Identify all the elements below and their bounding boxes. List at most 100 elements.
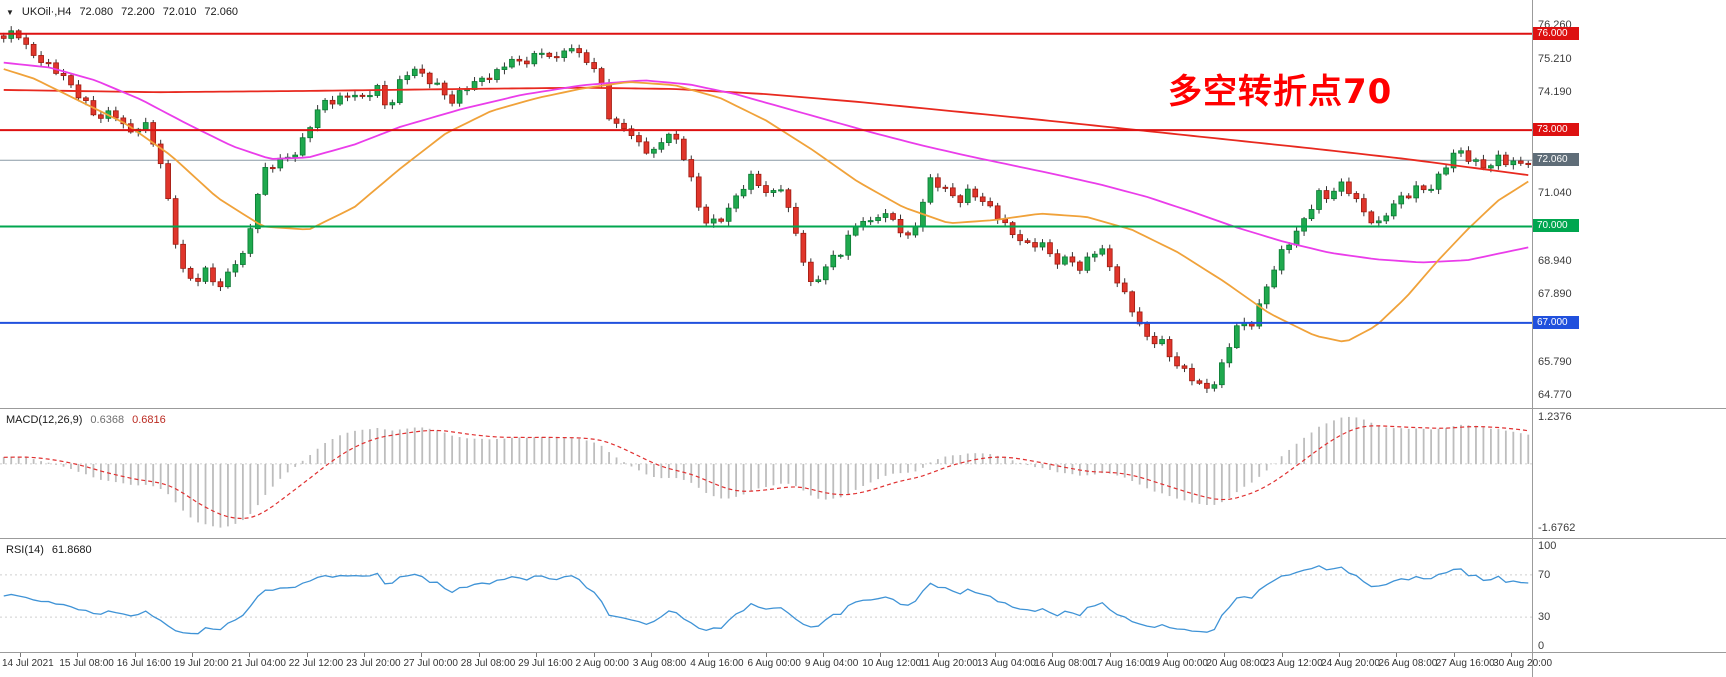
date-axis-tick xyxy=(650,653,652,657)
ohlc-high-value: 72.200 xyxy=(121,6,155,18)
price-badge-76.000[interactable]: 76.000 xyxy=(1533,26,1579,40)
ohlc-open-value: 72.080 xyxy=(79,6,114,18)
ohlc-low-value: 72.010 xyxy=(162,6,197,18)
date-axis-label: 14 Jul 2021 xyxy=(2,658,54,669)
date-axis-label: 19 Jul 20:00 xyxy=(174,658,229,669)
price-tick-label: 64.770 xyxy=(1538,388,1572,401)
date-axis-tick xyxy=(134,653,136,657)
rsi-tick-label: 100 xyxy=(1538,540,1557,552)
date-axis-label: 6 Aug 00:00 xyxy=(747,658,801,669)
rsi-header: RSI(14) 61.8680 xyxy=(6,544,92,556)
date-axis-tick xyxy=(822,653,824,657)
rsi-label: RSI(14) xyxy=(6,544,44,556)
date-axis-tick xyxy=(364,653,366,657)
price-badge-73.000[interactable]: 73.000 xyxy=(1533,123,1579,137)
ma-slow-red[interactable] xyxy=(3,86,1529,176)
date-axis-tick xyxy=(20,653,21,657)
date-axis-label: 27 Jul 00:00 xyxy=(403,658,458,669)
date-axis-tick xyxy=(937,653,939,657)
date-axis-tick xyxy=(478,653,480,657)
panel-separator[interactable] xyxy=(0,538,1726,539)
price-badge-67.000[interactable]: 67.000 xyxy=(1533,315,1579,329)
date-axis-label: 24 Aug 20:00 xyxy=(1321,658,1380,669)
macd-tick-label: -1.6762 xyxy=(1538,521,1576,534)
date-axis-tick xyxy=(1511,653,1513,657)
date-axis-tick xyxy=(994,653,996,657)
rsi-tick-label: 70 xyxy=(1538,568,1551,581)
rsi-tick-label: 30 xyxy=(1538,611,1551,624)
date-axis-tick xyxy=(1339,653,1341,657)
date-axis-label: 15 Jul 08:00 xyxy=(59,658,114,669)
date-axis-label: 29 Jul 16:00 xyxy=(518,658,573,669)
ma-medium-magenta[interactable] xyxy=(3,61,1529,264)
date-axis-label: 21 Jul 04:00 xyxy=(231,658,286,669)
date-axis-tick xyxy=(880,653,882,657)
rsi-tick-label: 0 xyxy=(1538,640,1545,652)
date-axis-label: 26 Aug 08:00 xyxy=(1378,658,1438,669)
date-axis-tick xyxy=(192,653,194,657)
panel-separator[interactable] xyxy=(0,408,1726,409)
ohlc-close-value: 72.060 xyxy=(204,6,239,18)
date-axis-label: 11 Aug 20:00 xyxy=(919,658,978,669)
date-axis-tick xyxy=(1224,653,1226,657)
date-axis-tick xyxy=(536,653,538,657)
price-tick-label: 67.890 xyxy=(1538,288,1572,301)
date-axis-label: 23 Jul 20:00 xyxy=(346,658,401,669)
date-axis-label: 17 Aug 16:00 xyxy=(1091,658,1151,669)
macd-signal-line xyxy=(3,425,1529,520)
date-axis-tick xyxy=(593,653,595,657)
date-axis-tick xyxy=(1167,653,1168,657)
date-axis-label: 13 Aug 04:00 xyxy=(976,658,1036,669)
price-axis-line xyxy=(1532,0,1533,677)
price-badge-72.060[interactable]: 72.060 xyxy=(1533,153,1579,167)
date-axis-label: 30 Aug 20:00 xyxy=(1493,658,1553,669)
date-axis-label: 27 Aug 16:00 xyxy=(1435,658,1495,669)
ohlc-header: ▼ UKOil·,H4 72.080 72.200 72.010 72.060 xyxy=(6,6,238,18)
chevron-down-icon[interactable]: ▼ xyxy=(6,7,14,17)
date-axis-tick xyxy=(765,653,767,657)
macd-header: MACD(12,26,9) 0.6368 0.6816 xyxy=(6,414,166,426)
panel-separator xyxy=(0,652,1726,653)
price-chart-canvas[interactable] xyxy=(0,0,1532,408)
macd-chart-canvas[interactable] xyxy=(0,410,1532,538)
date-axis-label: 2 Aug 00:00 xyxy=(575,658,629,669)
trend-annotation-text: 多空转折点70 xyxy=(1168,72,1393,112)
rsi-value: 61.8680 xyxy=(51,544,92,556)
date-axis-tick xyxy=(1052,653,1054,657)
date-axis-tick xyxy=(249,653,251,657)
rsi-chart-canvas[interactable] xyxy=(0,540,1532,652)
date-axis-tick xyxy=(306,653,308,657)
date-axis-label: 16 Jul 16:00 xyxy=(116,658,172,669)
date-axis-tick xyxy=(421,653,423,657)
price-tick-label: 74.190 xyxy=(1538,85,1572,98)
ma-fast-orange[interactable] xyxy=(3,68,1529,343)
date-axis-tick xyxy=(1396,653,1398,657)
price-tick-label: 65.790 xyxy=(1538,355,1572,368)
price-tick-label: 68.940 xyxy=(1538,254,1572,267)
date-axis-label: 23 Aug 12:00 xyxy=(1263,658,1323,669)
date-axis-label: 22 Jul 12:00 xyxy=(288,658,344,669)
date-axis-tick xyxy=(1109,653,1111,657)
date-axis-tick xyxy=(708,653,710,657)
date-axis-label: 3 Aug 08:00 xyxy=(632,658,687,669)
macd-histogram xyxy=(2,416,1530,528)
macd-main-value: 0.6368 xyxy=(90,414,125,426)
date-axis-label: 4 Aug 16:00 xyxy=(690,658,744,669)
date-axis-label: 16 Aug 08:00 xyxy=(1034,658,1094,669)
date-axis-label: 19 Aug 00:00 xyxy=(1149,658,1208,669)
date-axis-tick xyxy=(77,653,79,657)
rsi-line xyxy=(3,565,1529,635)
macd-signal-value: 0.6816 xyxy=(132,414,166,426)
date-axis-label: 20 Aug 08:00 xyxy=(1206,658,1266,669)
price-tick-label: 75.210 xyxy=(1538,53,1572,66)
date-axis-label: 9 Aug 04:00 xyxy=(804,658,859,669)
macd-label: MACD(12,26,9) xyxy=(6,414,83,426)
date-axis-tick xyxy=(1281,653,1283,657)
date-axis-label: 28 Jul 08:00 xyxy=(460,658,516,669)
macd-tick-label: 1.2376 xyxy=(1538,411,1572,423)
date-axis-label: 10 Aug 12:00 xyxy=(862,658,922,669)
price-badge-70.000[interactable]: 70.000 xyxy=(1533,219,1579,233)
price-tick-label: 71.040 xyxy=(1538,187,1572,200)
symbol-timeframe-label: UKOil·,H4 xyxy=(21,6,72,18)
